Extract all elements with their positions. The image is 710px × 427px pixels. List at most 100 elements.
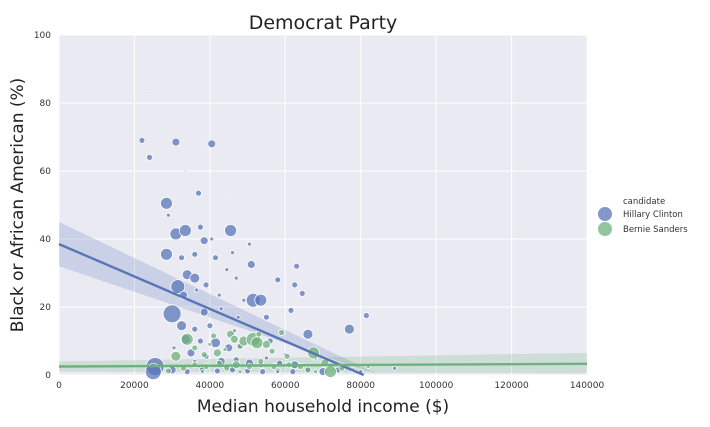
confidence-band-hillary [59, 222, 380, 375]
y-tick-label: 0 [45, 371, 51, 381]
data-point-hillary [274, 276, 282, 284]
data-point-hillary [392, 365, 398, 371]
data-point-hillary [171, 137, 181, 147]
legend-label-hillary: Hillary Clinton [623, 210, 683, 220]
data-point-bernie [212, 348, 222, 358]
data-point-hillary [199, 307, 209, 317]
data-point-hillary [213, 367, 221, 375]
data-point-hillary [144, 88, 148, 91]
x-tick-label: 20000 [120, 381, 149, 391]
data-point-bernie [207, 341, 213, 347]
data-point-hillary [195, 189, 202, 197]
data-point-bernie [164, 367, 172, 375]
data-point-hillary [197, 223, 204, 231]
data-point-hillary [298, 289, 306, 297]
data-point-bernie [283, 352, 291, 360]
data-point-bernie [210, 332, 218, 340]
legend: candidate Hillary Clinton Bernie Sanders [598, 197, 688, 236]
y-tick-labels: 0 20 40 60 80 100 [34, 31, 51, 381]
data-point-hillary [144, 363, 162, 381]
x-tick-label: 0 [56, 381, 62, 391]
x-tick-label: 40000 [196, 381, 225, 391]
grid-lines [58, 34, 588, 376]
regression-line-hillary [58, 242, 365, 377]
y-tick-label: 100 [34, 31, 51, 41]
data-point-hillary [207, 139, 217, 149]
data-point-hillary [146, 153, 153, 161]
data-point-hillary [289, 368, 297, 376]
plot-area [59, 35, 587, 375]
data-point-hillary [202, 281, 210, 289]
y-tick-label: 80 [40, 99, 52, 109]
data-point-hillary [287, 306, 295, 314]
data-point-hillary [160, 247, 173, 261]
data-point-bernie [191, 344, 199, 352]
data-point-hillary [254, 293, 268, 307]
x-tick-label: 60000 [271, 381, 300, 391]
legend-label-bernie: Bernie Sanders [623, 225, 688, 235]
data-point-bernie [199, 369, 205, 375]
data-point-hillary [178, 254, 185, 262]
data-point-hillary [176, 320, 187, 332]
data-point-hillary [235, 314, 241, 320]
data-point-bernie [237, 369, 243, 375]
data-point-hillary [160, 196, 173, 210]
x-axis-label: Median household income ($) [197, 397, 449, 417]
data-point-hillary [199, 236, 209, 246]
regression-lines [58, 242, 588, 377]
data-point-bernie [262, 339, 271, 349]
data-point-hillary [291, 281, 299, 289]
data-point-hillary [194, 287, 200, 293]
x-tick-label: 100000 [419, 381, 454, 391]
y-tick-label: 60 [40, 167, 52, 177]
data-point-bernie [229, 334, 239, 344]
data-point-hillary [216, 292, 222, 298]
data-point-hillary [293, 262, 301, 270]
data-point-bernie [313, 369, 318, 375]
data-point-hillary [191, 250, 199, 258]
data-point-bernie [250, 336, 264, 350]
data-point-hillary [264, 355, 269, 361]
data-point-hillary [209, 236, 215, 242]
legend-marker-hillary [598, 207, 612, 221]
data-point-hillary [155, 188, 159, 192]
data-point-hillary [343, 323, 355, 335]
x-tick-label: 120000 [494, 381, 529, 391]
regression-line-bernie [58, 362, 588, 368]
data-point-bernie [275, 369, 281, 375]
y-tick-label: 20 [40, 303, 52, 313]
data-point-bernie [324, 365, 337, 379]
data-point-hillary [263, 313, 270, 321]
y-tick-label: 40 [40, 235, 52, 245]
data-point-bernie [268, 347, 276, 355]
data-point-hillary [189, 272, 201, 284]
data-point-hillary [302, 328, 314, 340]
y-axis-label: Black or African American (%) [8, 78, 28, 333]
data-point-hillary [224, 267, 230, 273]
data-point-hillary [241, 297, 247, 303]
data-point-hillary [206, 322, 214, 330]
data-point-bernie [278, 329, 285, 336]
data-point-hillary [186, 348, 196, 358]
data-point-hillary [178, 224, 192, 237]
data-point-hillary [162, 304, 182, 324]
data-point-hillary [230, 250, 235, 256]
data-point-hillary [170, 279, 186, 295]
data-point-hillary [259, 368, 267, 376]
data-point-bernie [180, 332, 194, 346]
data-point-bernie [170, 350, 182, 362]
data-point-hillary [212, 254, 219, 262]
data-point-bernie [304, 366, 312, 374]
x-tick-label: 140000 [570, 381, 605, 391]
x-tick-label: 80000 [346, 381, 375, 391]
data-point-hillary [362, 312, 370, 319]
data-point-hillary [183, 169, 187, 173]
data-point-hillary [247, 241, 252, 247]
legend-marker-bernie [598, 222, 612, 236]
data-point-bernie [222, 347, 228, 352]
data-point-hillary [246, 260, 256, 269]
data-point-hillary [191, 325, 199, 333]
data-point-hillary [197, 337, 204, 345]
legend-title: candidate [623, 197, 665, 207]
